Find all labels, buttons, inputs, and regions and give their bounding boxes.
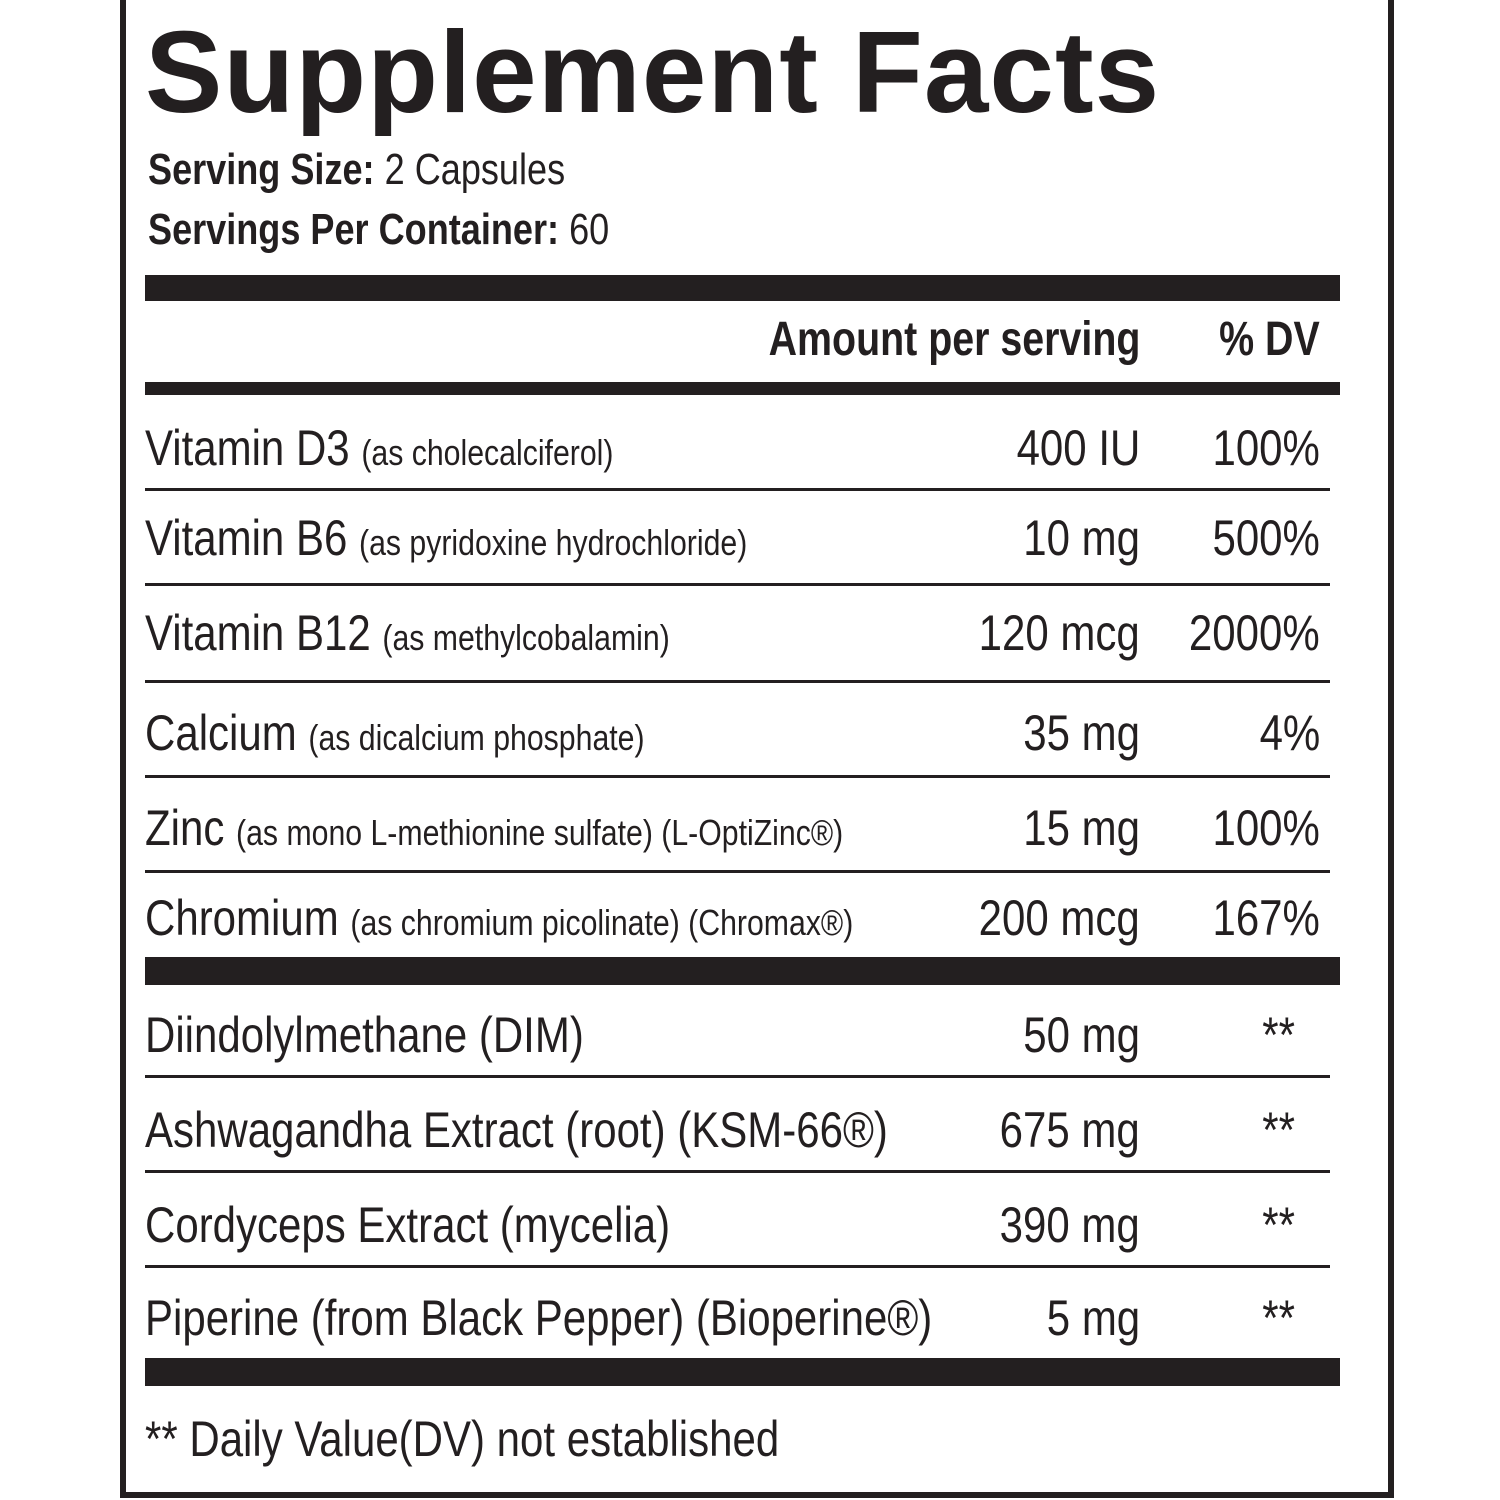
nutrient: Vitamin B12 (as methylcobalamin) [145,603,670,668]
nutrient-detail: (as pyridoxine hydrochloride) [359,522,748,563]
nutrient: Piperine (from Black Pepper) (Bioperine®… [145,1288,932,1348]
daily-value: 100% [1212,420,1320,476]
nutrient-row: Vitamin B6 (as pyridoxine hydrochloride)… [145,508,1340,568]
nutrient-name: Cordyceps Extract (mycelia) [145,1197,671,1253]
nutrient-row: Diindolylmethane (DIM) 50 mg ** [145,1005,1340,1065]
amount-header: Amount per serving [768,313,1140,366]
daily-value: 2000% [1189,605,1320,661]
amount: 15 mg [1023,800,1140,856]
nutrient-detail: (as cholecalciferol) [361,432,614,473]
thick-bar [145,1358,1340,1386]
row-divider [145,488,1330,491]
nutrient-name: Piperine (from Black Pepper) (Bioperine®… [145,1290,933,1346]
daily-value: ** [1262,1197,1295,1253]
nutrient: Ashwagandha Extract (root) (KSM-66®) [145,1100,888,1160]
nutrient: Zinc (as mono L-methionine sulfate) (L-O… [145,798,843,863]
nutrient-row: Calcium (as dicalcium phosphate) 35 mg 4% [145,703,1340,763]
nutrient-name: Calcium [145,705,297,761]
nutrient-name: Vitamin B12 [145,605,371,661]
nutrient-name: Vitamin B6 [145,510,348,566]
serving-size: Serving Size: 2 Capsules [148,145,565,195]
amount: 400 IU [1016,420,1140,476]
daily-value: ** [1262,1290,1295,1346]
nutrient-row: Ashwagandha Extract (root) (KSM-66®) 675 … [145,1100,1340,1160]
servings-value: 60 [569,205,610,254]
nutrient-name: Chromium [145,890,339,946]
nutrient: Cordyceps Extract (mycelia) [145,1195,670,1255]
nutrient-name: Diindolylmethane (DIM) [145,1007,584,1063]
nutrient: Vitamin B6 (as pyridoxine hydrochloride) [145,508,747,573]
nutrient-detail: (as mono L-methionine sulfate) (L-OptiZi… [236,812,844,853]
nutrient-row: Vitamin B12 (as methylcobalamin) 120 mcg 2… [145,603,1340,663]
amount: 120 mcg [978,605,1140,661]
nutrient-detail: (as chromium picolinate) (Chromax®) [350,902,854,943]
nutrient-row: Zinc (as mono L-methionine sulfate) (L-O… [145,798,1340,858]
serving-size-value: 2 Capsules [384,145,566,194]
serving-size-label: Serving Size: [148,145,375,194]
row-divider [145,680,1330,683]
amount: 675 mg [999,1102,1140,1158]
amount: 390 mg [999,1197,1140,1253]
nutrient-row: Vitamin D3 (as cholecalciferol) 400 IU 100… [145,418,1340,478]
servings-per-container: Servings Per Container: 60 [148,205,609,255]
daily-value: 500% [1212,510,1320,566]
nutrient-detail: (as methylcobalamin) [382,617,670,658]
medium-bar [145,382,1340,395]
daily-value: 167% [1212,890,1320,946]
amount: 10 mg [1023,510,1140,566]
nutrient-name: Vitamin D3 [145,420,350,476]
row-divider [145,1170,1330,1173]
amount: 200 mcg [978,890,1140,946]
row-divider [145,1265,1330,1268]
row-divider [145,870,1330,873]
row-divider [145,583,1330,586]
row-divider [145,1075,1330,1078]
amount: 5 mg [1046,1290,1140,1346]
nutrient-detail: (as dicalcium phosphate) [308,717,645,758]
daily-value: ** [1262,1102,1295,1158]
nutrient-row: Piperine (from Black Pepper) (Bioperine®… [145,1288,1340,1348]
daily-value: 100% [1212,800,1320,856]
row-divider [145,775,1330,778]
thick-bar [145,957,1340,985]
dv-header: % DV [1219,313,1320,366]
amount: 35 mg [1023,705,1140,761]
servings-label: Servings Per Container: [148,205,560,254]
nutrient-name: Ashwagandha Extract (root) (KSM-66®) [145,1102,888,1158]
amount: 50 mg [1023,1007,1140,1063]
label-border [120,0,1394,1498]
footnote: ** Daily Value(DV) not established [145,1411,780,1467]
nutrient: Diindolylmethane (DIM) [145,1005,584,1065]
nutrient-row: Chromium (as chromium picolinate) (Chrom… [145,888,1340,948]
daily-value: ** [1262,1007,1295,1063]
nutrient-row: Cordyceps Extract (mycelia) 390 mg ** [145,1195,1340,1255]
thick-bar [145,275,1340,301]
nutrient-name: Zinc [145,800,225,856]
daily-value: 4% [1259,705,1320,761]
title: Supplement Facts [145,7,1161,137]
nutrient: Vitamin D3 (as cholecalciferol) [145,418,613,483]
nutrient: Chromium (as chromium picolinate) (Chrom… [145,888,853,953]
nutrient: Calcium (as dicalcium phosphate) [145,703,645,768]
